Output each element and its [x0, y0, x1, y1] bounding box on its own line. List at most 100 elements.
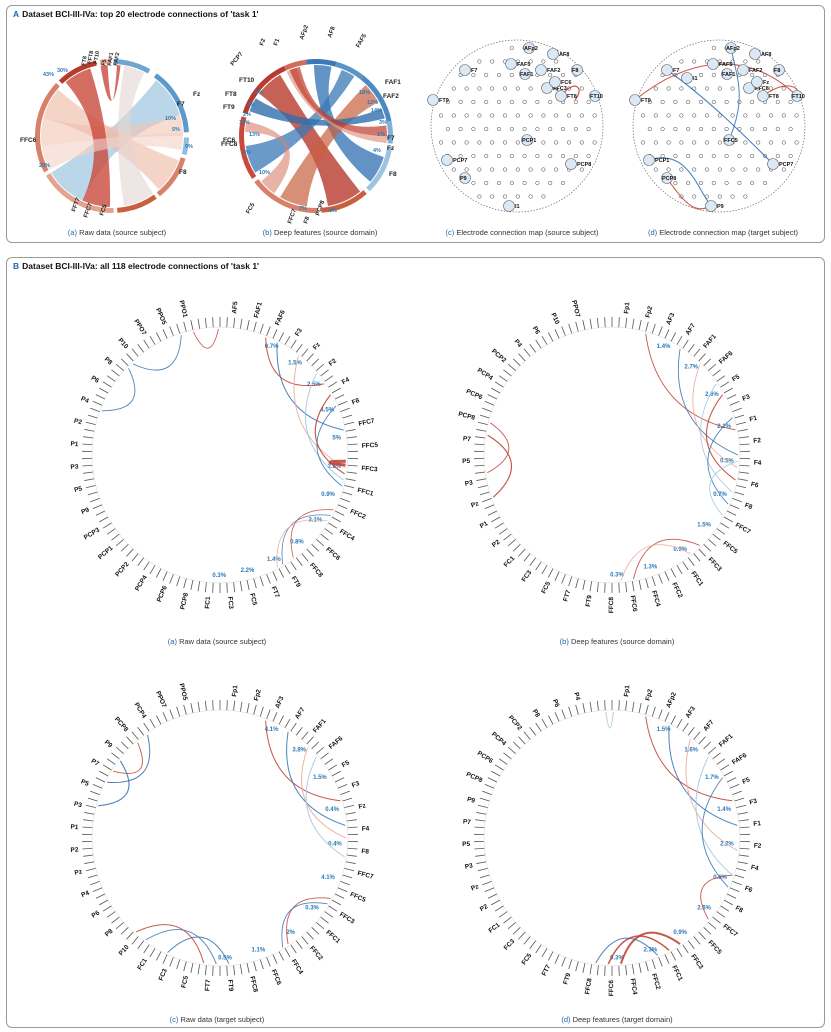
electrode-label: F3: [351, 780, 361, 789]
electrode-tick: [239, 964, 243, 975]
electrode-label: FT8: [225, 91, 237, 98]
electrode-tick: [575, 704, 579, 715]
electrode-tick: [568, 323, 573, 334]
electrode-tick: [487, 893, 498, 899]
connection-arc: [707, 417, 733, 505]
electrode-tick: [340, 407, 350, 412]
electrode-label: F4: [754, 460, 762, 467]
electrode-tick: [346, 436, 357, 439]
electrode-label: FAF1: [702, 333, 718, 350]
electrode-label: P2: [73, 418, 83, 427]
electrode-label: I1: [515, 204, 520, 210]
electrode-tick: [554, 571, 560, 581]
electrode-tick: [491, 899, 501, 906]
connection-arc: [619, 931, 681, 964]
chord-segment: [366, 146, 393, 192]
percent-label: 2.7%: [684, 365, 698, 371]
electrode-label: P8: [531, 708, 541, 719]
electrode-label: FC3: [503, 938, 517, 952]
electrode-tick: [84, 861, 95, 864]
electrode-dot: [781, 113, 786, 118]
percent-label: 7%: [299, 206, 307, 212]
electrode-label: AFp2: [524, 46, 538, 52]
electrode-label: P9: [103, 739, 114, 750]
electrode-label: P1: [70, 441, 79, 449]
electrode-label: FC3: [226, 596, 234, 609]
electrode-marker: [459, 172, 471, 184]
electrode-tick: [233, 582, 236, 593]
electrode-dot: [445, 126, 450, 132]
electrode-tick: [85, 484, 96, 489]
electrode-dot: [464, 140, 469, 145]
electrode-tick: [618, 965, 620, 976]
electrode-dot: [711, 45, 716, 51]
electrode-dot: [592, 140, 597, 145]
percent-label: 0.9%: [321, 492, 335, 498]
electrode-tick: [162, 329, 168, 339]
electrode-label: FFT7: [71, 197, 82, 213]
electrode-tick: [507, 921, 516, 930]
electrode-dot: [762, 180, 768, 186]
electrode-dot: [496, 153, 502, 159]
chord-ribbon: [41, 132, 183, 170]
electrode-dot: [464, 113, 469, 118]
electrode-tick: [618, 582, 620, 593]
electrode-tick: [115, 746, 124, 755]
electrode-label: FAF6: [274, 309, 287, 327]
electrode-tick: [529, 726, 536, 736]
electrode-tick: [212, 582, 214, 593]
electrode-tick: [658, 574, 663, 584]
electrode-tick: [301, 731, 309, 740]
electrode-tick: [625, 700, 628, 711]
electrode-tick: [737, 812, 748, 815]
electrode-tick: [95, 394, 106, 400]
electrode-dot: [502, 194, 508, 199]
percent-label: 4.1%: [265, 727, 279, 733]
electrode-dot: [711, 153, 716, 159]
electrode-dot: [640, 140, 646, 145]
electrode-tick: [729, 783, 740, 789]
electrode-dot: [586, 153, 591, 159]
electrode-tick: [162, 712, 168, 722]
electrode-tick: [723, 899, 733, 906]
electrode-tick: [582, 703, 586, 713]
electrode-dot: [502, 140, 508, 145]
electrode-label: FAF6: [718, 350, 735, 366]
electrode-dot: [541, 167, 546, 172]
electrode-tick: [306, 736, 314, 745]
electrode-tick: [183, 961, 187, 972]
electrode-dot: [451, 140, 456, 145]
percent-label: 2.6%: [705, 392, 719, 398]
chord-segment: [254, 179, 318, 213]
electrode-label: AF3: [665, 312, 676, 326]
electrode-dot: [464, 86, 469, 91]
electrode-tick: [340, 790, 350, 795]
electrode-label: FT7: [204, 979, 212, 991]
electrode-label: F8: [179, 169, 187, 176]
electrode-label: P2: [491, 538, 502, 549]
electrode-dot: [788, 99, 793, 105]
electrode-tick: [95, 893, 106, 899]
electrode-dot: [535, 180, 540, 186]
electrode-dot: [704, 86, 710, 91]
electrode-marker: [791, 90, 803, 102]
electrode-tick: [346, 819, 357, 822]
electrode-dot: [490, 59, 495, 64]
electrode-tick: [345, 861, 356, 864]
electrode-label: FFC5: [349, 891, 367, 904]
electrode-label: PPO7: [570, 300, 581, 319]
electrode-tick: [337, 783, 348, 789]
percent-label: 2.3%: [644, 947, 658, 953]
electrode-label: F5: [741, 776, 751, 786]
chord-ribbon: [259, 74, 361, 206]
electrode-dot: [490, 194, 495, 199]
electrode-tick: [169, 574, 174, 584]
electrode-tick: [523, 936, 531, 945]
electrode-tick: [120, 544, 129, 552]
electrode-tick: [476, 429, 487, 432]
electrode-dot: [666, 140, 671, 145]
electrode-tick: [498, 911, 508, 918]
electrode-tick: [126, 548, 134, 557]
connection-arc: [276, 342, 344, 431]
electrode-tick: [589, 701, 593, 712]
